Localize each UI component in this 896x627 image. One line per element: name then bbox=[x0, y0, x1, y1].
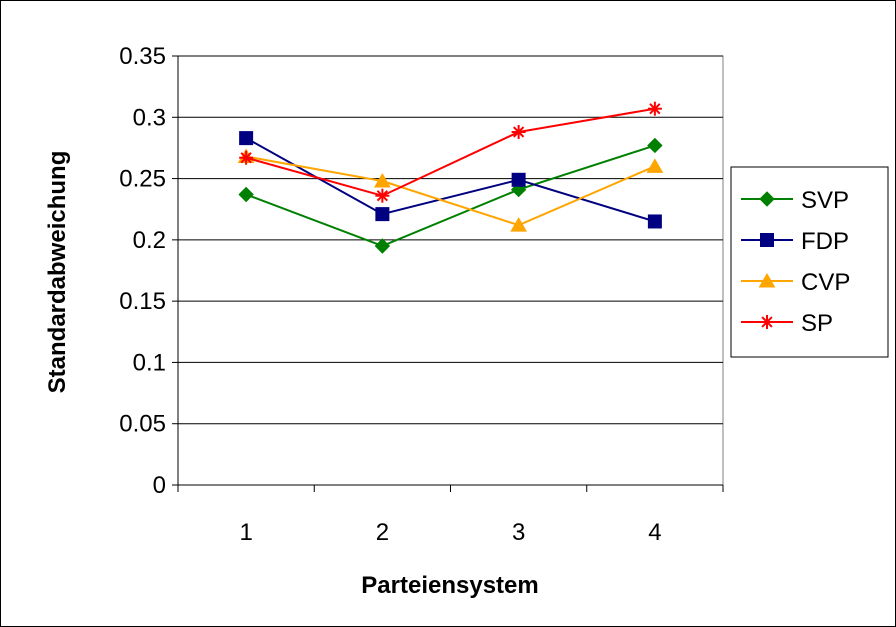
legend-item-sp: SP bbox=[741, 310, 833, 337]
legend-item-svp: SVP bbox=[741, 187, 849, 214]
data-point-fdp bbox=[647, 214, 662, 229]
data-point-fdp bbox=[239, 131, 254, 146]
series-line-sp bbox=[245, 107, 656, 197]
x-axis-title: Parteiensystem bbox=[361, 572, 538, 599]
legend-label: CVP bbox=[801, 269, 850, 296]
y-tick-label: 0.15 bbox=[119, 288, 166, 315]
data-point-fdp bbox=[375, 207, 390, 222]
x-tick-label: 3 bbox=[512, 519, 525, 546]
y-axis-title: Standardabweichung bbox=[44, 151, 71, 394]
legend-marker bbox=[758, 272, 776, 288]
legend-item-cvp: CVP bbox=[741, 269, 850, 296]
y-tick-label: 0.3 bbox=[133, 104, 166, 131]
data-point-sp bbox=[375, 188, 390, 203]
series-line-cvp bbox=[245, 155, 656, 227]
data-point-svp bbox=[374, 238, 391, 254]
y-tick-label: 0.05 bbox=[119, 411, 166, 438]
legend-marker bbox=[760, 233, 774, 247]
legend-label: SVP bbox=[801, 187, 849, 214]
data-point-svp bbox=[238, 186, 254, 203]
y-tick-label: 0.2 bbox=[133, 227, 166, 254]
axes bbox=[172, 55, 724, 492]
x-tick-label: 4 bbox=[648, 519, 661, 546]
gridlines bbox=[178, 55, 723, 425]
plot-area bbox=[177, 55, 724, 486]
y-tick-label: 0.25 bbox=[119, 166, 166, 193]
y-tick-label: 0.1 bbox=[133, 349, 166, 376]
data-point-svp bbox=[647, 137, 663, 154]
data-point-cvp bbox=[510, 217, 527, 232]
y-tick-label: 0.35 bbox=[119, 43, 166, 70]
x-tick-label: 1 bbox=[239, 519, 252, 546]
series-sp bbox=[239, 101, 662, 203]
legend: SVP FDP CVP SP bbox=[730, 166, 889, 358]
data-point-cvp bbox=[646, 158, 664, 173]
legend-marker bbox=[759, 191, 775, 207]
data-point-fdp bbox=[511, 172, 526, 187]
tick-labels: 0 0.05 0.1 0.15 0.2 0.25 0.3 0.35 1 2 3 4 bbox=[119, 43, 661, 546]
plot-background bbox=[177, 55, 724, 486]
legend-marker bbox=[760, 315, 774, 329]
series-layer bbox=[237, 101, 664, 254]
x-tick-label: 2 bbox=[376, 519, 389, 546]
data-point-cvp bbox=[374, 173, 391, 188]
data-point-sp bbox=[647, 101, 662, 116]
series-line-svp bbox=[245, 144, 656, 248]
legend-label: SP bbox=[801, 310, 833, 337]
data-point-sp bbox=[239, 150, 254, 165]
data-point-sp bbox=[511, 124, 526, 139]
legend-item-fdp: FDP bbox=[741, 228, 849, 255]
legend-label: FDP bbox=[801, 228, 849, 255]
y-tick-label: 0 bbox=[153, 472, 166, 499]
